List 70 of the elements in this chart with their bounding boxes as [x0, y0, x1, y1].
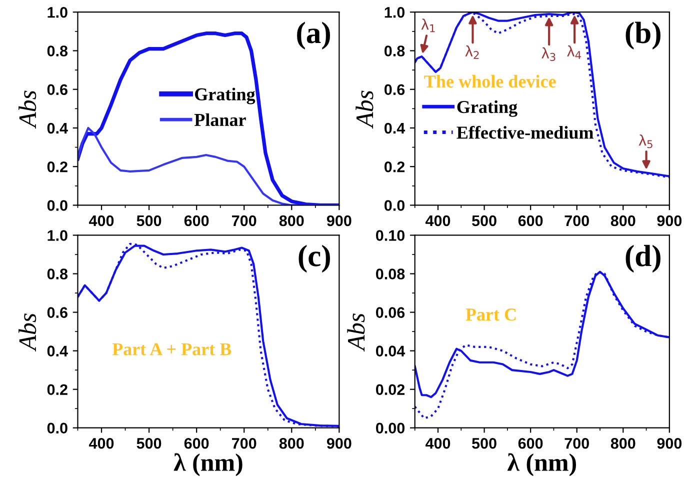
annotation: Part C — [466, 308, 516, 321]
legend-title: The whole device — [424, 74, 556, 88]
y-tick-label: 0.06 — [376, 307, 405, 318]
annotation: (c) — [298, 244, 330, 273]
y-tick-label: 0.0 — [47, 422, 68, 434]
y-tick-label: 0.6 — [384, 84, 405, 96]
y-tick-label: 0.04 — [376, 346, 406, 356]
x-tick-label: 500 — [136, 438, 162, 449]
annotation: (b) — [626, 22, 660, 50]
y-tick-label: 0.0 — [47, 200, 68, 211]
annotation: Part A + Part B — [112, 343, 232, 356]
x-tick-label: 400 — [425, 215, 450, 226]
x-tick-label: 400 — [425, 438, 450, 449]
y-axis-title: Abs — [347, 314, 365, 352]
x-tick-label: 600 — [184, 438, 209, 449]
y-tick-label: 0.6 — [47, 307, 68, 318]
annotation: (d) — [626, 244, 660, 273]
y-axis-title: Abs — [18, 314, 36, 352]
y-tick-label: 0.4 — [384, 122, 406, 134]
x-tick-label: 400 — [89, 438, 114, 449]
y-tick-label: 0.0 — [384, 200, 405, 211]
y-tick-label: 0.8 — [384, 46, 405, 56]
x-tick-label: 900 — [326, 215, 352, 226]
legend-label: Planar — [194, 113, 246, 126]
y-tick-label: 0.08 — [376, 268, 405, 280]
y-tick-label: 0.8 — [47, 268, 68, 280]
x-tick-label: 900 — [326, 438, 352, 449]
x-tick-label: 800 — [279, 215, 304, 226]
y-tick-label: 1.0 — [48, 230, 68, 241]
x-tick-label: 700 — [564, 215, 589, 226]
annotation: λ$_{2}$ — [465, 45, 479, 59]
y-tick-label: 1.0 — [48, 6, 68, 18]
x-tick-label: 500 — [472, 438, 496, 449]
x-axis-title: λ (nm) — [174, 453, 242, 476]
x-tick-label: 900 — [657, 438, 682, 449]
y-tick-label: 0.4 — [47, 122, 68, 134]
y-tick-label: 0.6 — [47, 84, 68, 96]
x-tick-label: 700 — [232, 438, 256, 449]
x-tick-label: 900 — [657, 215, 682, 226]
x-tick-label: 800 — [610, 215, 636, 226]
annotation: λ$_{3}$ — [542, 47, 556, 62]
annotation: λ$_{1}$ — [421, 18, 435, 32]
x-tick-label: 600 — [184, 215, 209, 226]
x-tick-label: 500 — [136, 215, 162, 226]
x-tick-label: 600 — [518, 215, 543, 226]
x-tick-label: 800 — [610, 438, 636, 449]
y-tick-label: 0.10 — [376, 230, 405, 241]
y-tick-label: 0.00 — [376, 422, 405, 434]
x-tick-label: 700 — [232, 215, 256, 226]
annotation: λ$_{4}$ — [567, 45, 581, 59]
legend-label: Grating — [195, 88, 256, 104]
x-tick-label: 600 — [518, 438, 543, 449]
y-axis-title: Abs — [356, 90, 374, 129]
y-tick-label: 1.0 — [384, 6, 405, 18]
legend-label: Grating — [457, 100, 518, 117]
x-tick-label: 800 — [279, 438, 304, 449]
annotation: λ$_{5}$ — [638, 134, 652, 148]
y-tick-label: 0.2 — [47, 384, 68, 396]
x-tick-label: 500 — [472, 215, 496, 226]
legend-label: Effective-medium — [456, 126, 594, 139]
x-axis-title: λ (nm) — [507, 453, 576, 476]
y-tick-label: 0.4 — [47, 346, 68, 356]
y-tick-label: 0.2 — [47, 161, 68, 172]
y-tick-label: 0.2 — [384, 161, 405, 172]
x-tick-label: 400 — [89, 215, 114, 226]
y-tick-label: 0.8 — [47, 46, 68, 56]
y-tick-label: 0.02 — [376, 384, 405, 396]
y-axis-title: Abs — [18, 90, 36, 129]
annotation: (a) — [297, 22, 330, 50]
x-tick-label: 700 — [564, 438, 589, 449]
